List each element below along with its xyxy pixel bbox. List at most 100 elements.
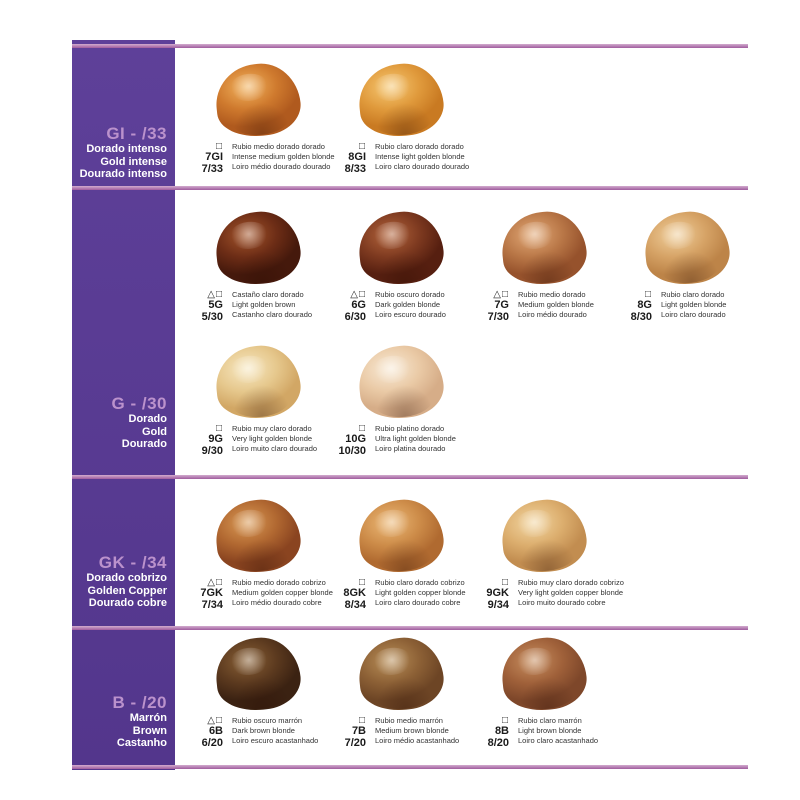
desc-english: Dark brown blonde — [232, 725, 295, 735]
hair-lock-swatch — [640, 207, 733, 289]
color-swatch-entry: △□ 6B 6/20 Rubio oscuro marrón Dark brow… — [186, 633, 329, 749]
swatch-codes: △□ 6G 6/30 — [328, 289, 366, 323]
swatch-codes: □ 8GI 8/33 — [328, 141, 366, 175]
swatch-codes: △□ 7G 7/30 — [471, 289, 509, 323]
desc-english: Intense medium golden blonde — [232, 151, 335, 161]
swatch-info: △□ 6B 6/20 Rubio oscuro marrón Dark brow… — [186, 715, 329, 749]
section-divider-line — [72, 186, 748, 190]
hair-lock-swatch — [211, 59, 304, 141]
color-swatch-entry: □ 8B 8/20 Rubio claro marrón Light brown… — [472, 633, 616, 749]
desc-portuguese: Loiro escuro dourado — [375, 309, 446, 319]
swatch-row-gi: □ 7GI 7/33 Rubio medio dorado dorado Int… — [186, 59, 472, 175]
shade-number: 10/30 — [338, 444, 366, 457]
desc-english: Light golden brown — [232, 299, 296, 309]
application-symbols: □ — [501, 577, 509, 588]
hair-lock-swatch — [497, 207, 590, 289]
color-swatch-entry: □ 8G 8/30 Rubio claro dorado Light golde… — [615, 207, 758, 323]
swatch-descriptions: Rubio platino dorado Ultra light golden … — [375, 423, 473, 457]
desc-portuguese: Loiro muito claro dourado — [232, 443, 318, 453]
swatch-descriptions: Rubio claro dorado cobrizo Light golden … — [375, 577, 473, 611]
section-name-es: Dorado cobrizo — [86, 572, 167, 584]
desc-spanish: Rubio medio dorado — [518, 290, 586, 299]
hair-lock-swatch — [211, 633, 304, 715]
category-sidebar: GI - /33 Dorado intenso Gold intense Dou… — [72, 40, 175, 770]
shade-code: 7B — [351, 725, 366, 737]
desc-portuguese: Loiro escuro acastanhado — [232, 735, 319, 745]
shade-number: 9/34 — [487, 598, 509, 611]
section-name-pt: Dourado cobre — [88, 597, 167, 609]
shade-number: 6/30 — [344, 310, 366, 323]
color-swatch-entry: △□ 5G 5/30 Castaño claro dorado Light go… — [186, 207, 329, 323]
section-name-pt: Dourado — [121, 438, 167, 450]
hair-lock-swatch — [497, 633, 590, 715]
shade-number: 5/30 — [201, 310, 223, 323]
swatch-descriptions: Castaño claro dorado Light golden brown … — [232, 289, 330, 323]
swatch-descriptions: Rubio muy claro dorado Very light golden… — [232, 423, 330, 457]
shade-number: 7/30 — [487, 310, 509, 323]
color-swatch-entry: □ 9G 9/30 Rubio muy claro dorado Very li… — [185, 341, 330, 457]
shade-number: 8/20 — [487, 736, 509, 749]
desc-portuguese: Loiro platina dourado — [375, 443, 446, 453]
application-symbols: □ — [358, 577, 366, 588]
shade-code: 8GI — [348, 151, 366, 163]
swatch-row-b: △□ 6B 6/20 Rubio oscuro marrón Dark brow… — [186, 633, 616, 749]
swatch-descriptions: Rubio oscuro dorado Dark golden blonde L… — [375, 289, 473, 323]
section-name-pt: Dourado intenso — [79, 168, 167, 180]
desc-spanish: Rubio claro marrón — [518, 716, 582, 725]
desc-spanish: Rubio oscuro dorado — [375, 290, 445, 299]
shade-number: 6/20 — [201, 736, 223, 749]
application-symbols: □ — [644, 289, 652, 300]
section-name-en: Gold intense — [100, 155, 167, 168]
swatch-descriptions: Rubio medio dorado Medium golden blonde … — [518, 289, 616, 323]
hair-lock-swatch — [354, 59, 447, 141]
application-symbols: △□ — [350, 289, 366, 300]
swatch-info: □ 7GI 7/33 Rubio medio dorado dorado Int… — [186, 141, 335, 175]
shade-code: 6G — [351, 299, 366, 311]
swatch-descriptions: Rubio claro marrón Light brown blonde Lo… — [518, 715, 616, 749]
swatch-codes: △□ 7GK 7/34 — [185, 577, 223, 611]
shade-code: 8B — [494, 725, 509, 737]
section-name-pt: Castanho — [116, 737, 167, 749]
desc-english: Medium golden blonde — [518, 299, 594, 309]
hair-lock-swatch — [354, 341, 447, 423]
application-symbols: □ — [215, 141, 223, 152]
shade-code: 9GK — [486, 587, 509, 599]
application-symbols: △□ — [207, 577, 223, 588]
swatch-codes: □ 10G 10/30 — [328, 423, 366, 457]
application-symbols: □ — [501, 715, 509, 726]
swatch-codes: □ 9G 9/30 — [185, 423, 223, 457]
shade-code: 6B — [208, 725, 223, 737]
swatch-info: △□ 5G 5/30 Castaño claro dorado Light go… — [186, 289, 329, 323]
desc-portuguese: Loiro claro dourado dourado — [375, 161, 470, 171]
section-label-b: B - /20 Marrón Brown Castanho — [72, 693, 175, 750]
shade-number: 8/33 — [344, 162, 366, 175]
desc-english: Medium brown blonde — [375, 725, 449, 735]
desc-english: Medium golden copper blonde — [232, 587, 333, 597]
desc-portuguese: Loiro claro dourado — [661, 309, 726, 319]
desc-portuguese: Loiro muito dourado cobre — [518, 597, 606, 607]
desc-spanish: Rubio medio dorado cobrizo — [232, 578, 326, 587]
section-label-g: G - /30 Dorado Gold Dourado — [72, 394, 175, 451]
section-name-en: Golden Copper — [87, 584, 167, 597]
shade-code: 10G — [345, 433, 366, 445]
swatch-info: □ 8GK 8/34 Rubio claro dorado cobrizo Li… — [329, 577, 472, 611]
swatch-codes: △□ 6B 6/20 — [185, 715, 223, 749]
desc-portuguese: Loiro médio dourado — [518, 309, 587, 319]
hair-lock-swatch — [354, 207, 447, 289]
desc-spanish: Rubio claro dorado — [661, 290, 725, 299]
application-symbols: □ — [358, 141, 366, 152]
color-swatch-entry: □ 7B 7/20 Rubio medio marrón Medium brow… — [329, 633, 472, 749]
shade-code: 5G — [208, 299, 223, 311]
hair-lock-swatch — [211, 495, 304, 577]
swatch-row-g1: △□ 5G 5/30 Castaño claro dorado Light go… — [186, 207, 758, 323]
color-swatch-entry: □ 10G 10/30 Rubio platino dorado Ultra l… — [328, 341, 473, 457]
desc-portuguese: Loiro claro acastanhado — [518, 735, 599, 745]
hair-lock-swatch — [354, 633, 447, 715]
desc-portuguese: Loiro médio dourado dourado — [232, 161, 331, 171]
shade-number: 7/33 — [201, 162, 223, 175]
swatch-descriptions: Rubio medio dorado dorado Intense medium… — [232, 141, 335, 175]
shade-number: 9/30 — [201, 444, 223, 457]
section-code: GK - /34 — [98, 553, 167, 572]
section-divider-line — [72, 626, 748, 630]
section-divider-line — [72, 44, 748, 48]
